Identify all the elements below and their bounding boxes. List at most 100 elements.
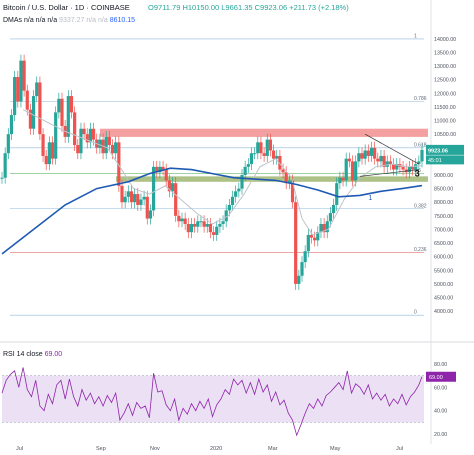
support-zone bbox=[116, 176, 428, 182]
candle-down bbox=[211, 232, 216, 235]
candle-down bbox=[120, 185, 124, 203]
candle-down bbox=[44, 155, 48, 165]
y-tick-label: 11000.00 bbox=[434, 119, 456, 125]
candle-down bbox=[85, 134, 89, 143]
candle-up bbox=[13, 77, 17, 116]
dma-legend: DMAs n/a n/a n/a 9337.27 n/a n/a 8610.15 bbox=[3, 17, 135, 24]
candle-down bbox=[262, 153, 266, 156]
y-tick-label: 12500.00 bbox=[434, 78, 456, 84]
candle-up bbox=[88, 128, 93, 143]
candle-up bbox=[189, 224, 194, 233]
candle-down bbox=[313, 237, 317, 241]
candle-up bbox=[328, 213, 333, 222]
candle-up bbox=[227, 204, 231, 211]
candle-down bbox=[401, 166, 405, 170]
candle-up bbox=[215, 226, 219, 235]
candle-up bbox=[243, 166, 247, 175]
candle-up bbox=[240, 175, 244, 189]
candle-up bbox=[331, 204, 336, 214]
y-tick-label: 9000.00 bbox=[434, 173, 453, 179]
candle-down bbox=[129, 191, 134, 203]
x-tick-label: Jul bbox=[396, 446, 403, 452]
candle-down bbox=[82, 128, 86, 135]
fib-label-0-5: 0.5 bbox=[414, 168, 421, 174]
candle-down bbox=[373, 147, 377, 159]
candle-up bbox=[31, 96, 36, 129]
candle-up bbox=[287, 180, 291, 184]
trendline-lower bbox=[359, 169, 419, 177]
candle-down bbox=[41, 134, 45, 156]
y-tick-label: 4500.00 bbox=[434, 296, 453, 302]
candle-up bbox=[414, 164, 418, 170]
candle-up bbox=[218, 224, 222, 227]
candle-up bbox=[363, 150, 367, 159]
candle-up bbox=[142, 196, 146, 200]
candle-up bbox=[170, 183, 175, 192]
candle-up bbox=[3, 153, 7, 178]
candle-down bbox=[186, 224, 190, 233]
x-tick-label: 2020 bbox=[210, 446, 222, 452]
candle-up bbox=[319, 224, 323, 233]
candle-down bbox=[391, 164, 396, 170]
candle-up bbox=[47, 142, 51, 165]
candle-up bbox=[385, 161, 389, 167]
candle-up bbox=[104, 136, 108, 154]
rsi-title: RSI 14 close bbox=[3, 351, 43, 358]
y-tick-label: 11500.00 bbox=[434, 105, 456, 111]
candle-down bbox=[322, 224, 326, 233]
x-tick-label: Jul bbox=[16, 446, 23, 452]
rsi-tick-label: 60.00 bbox=[434, 385, 447, 391]
candle-down bbox=[202, 221, 206, 227]
candle-down bbox=[38, 82, 42, 135]
candle-up bbox=[303, 251, 307, 263]
candle-up bbox=[221, 221, 225, 224]
candle-down bbox=[259, 142, 263, 154]
candle-up bbox=[199, 221, 203, 223]
candle-down bbox=[161, 166, 165, 170]
candle-down bbox=[284, 172, 288, 184]
y-tick-label: 6000.00 bbox=[434, 255, 453, 261]
fib-label-0-786: 0.786 bbox=[414, 96, 427, 102]
candle-down bbox=[350, 161, 355, 181]
candle-down bbox=[290, 180, 295, 203]
candle-up bbox=[19, 60, 23, 102]
candle-up bbox=[246, 164, 250, 167]
candle-up bbox=[98, 139, 102, 148]
y-tick-label: 7000.00 bbox=[434, 227, 453, 233]
annotation-1: 1 bbox=[368, 195, 372, 202]
candle-down bbox=[208, 224, 213, 233]
y-tick-label: 4000.00 bbox=[434, 309, 453, 315]
candle-down bbox=[294, 202, 298, 284]
candle-up bbox=[224, 210, 228, 222]
ma-200-line bbox=[1, 167, 423, 255]
candle-down bbox=[388, 161, 393, 165]
candle-down bbox=[164, 169, 168, 181]
candle-up bbox=[114, 142, 118, 154]
candle-up bbox=[325, 221, 329, 233]
candle-down bbox=[136, 194, 140, 205]
candle-up bbox=[57, 98, 61, 113]
rsi-tick-label: 80.00 bbox=[434, 362, 447, 368]
candle-up bbox=[407, 166, 411, 173]
candle-down bbox=[347, 158, 351, 162]
y-tick-label: 13500.00 bbox=[434, 51, 456, 57]
y-tick-label: 8000.00 bbox=[434, 200, 453, 206]
candle-up bbox=[6, 134, 10, 154]
candle-up bbox=[306, 234, 310, 252]
candle-down bbox=[376, 158, 380, 162]
candle-up bbox=[0, 177, 4, 179]
candle-down bbox=[76, 145, 80, 154]
candle-up bbox=[354, 161, 358, 181]
x-tick-label: May bbox=[330, 446, 341, 452]
y-tick-label: 6500.00 bbox=[434, 241, 453, 247]
candle-up bbox=[300, 262, 304, 276]
candle-up bbox=[123, 196, 127, 203]
x-tick-label: Nov bbox=[150, 446, 160, 452]
candle-up bbox=[148, 210, 153, 219]
x-tick-label: Mar bbox=[268, 446, 278, 452]
ma-gray-line bbox=[22, 109, 423, 236]
candle-up bbox=[420, 149, 424, 162]
candle-up bbox=[417, 161, 421, 165]
